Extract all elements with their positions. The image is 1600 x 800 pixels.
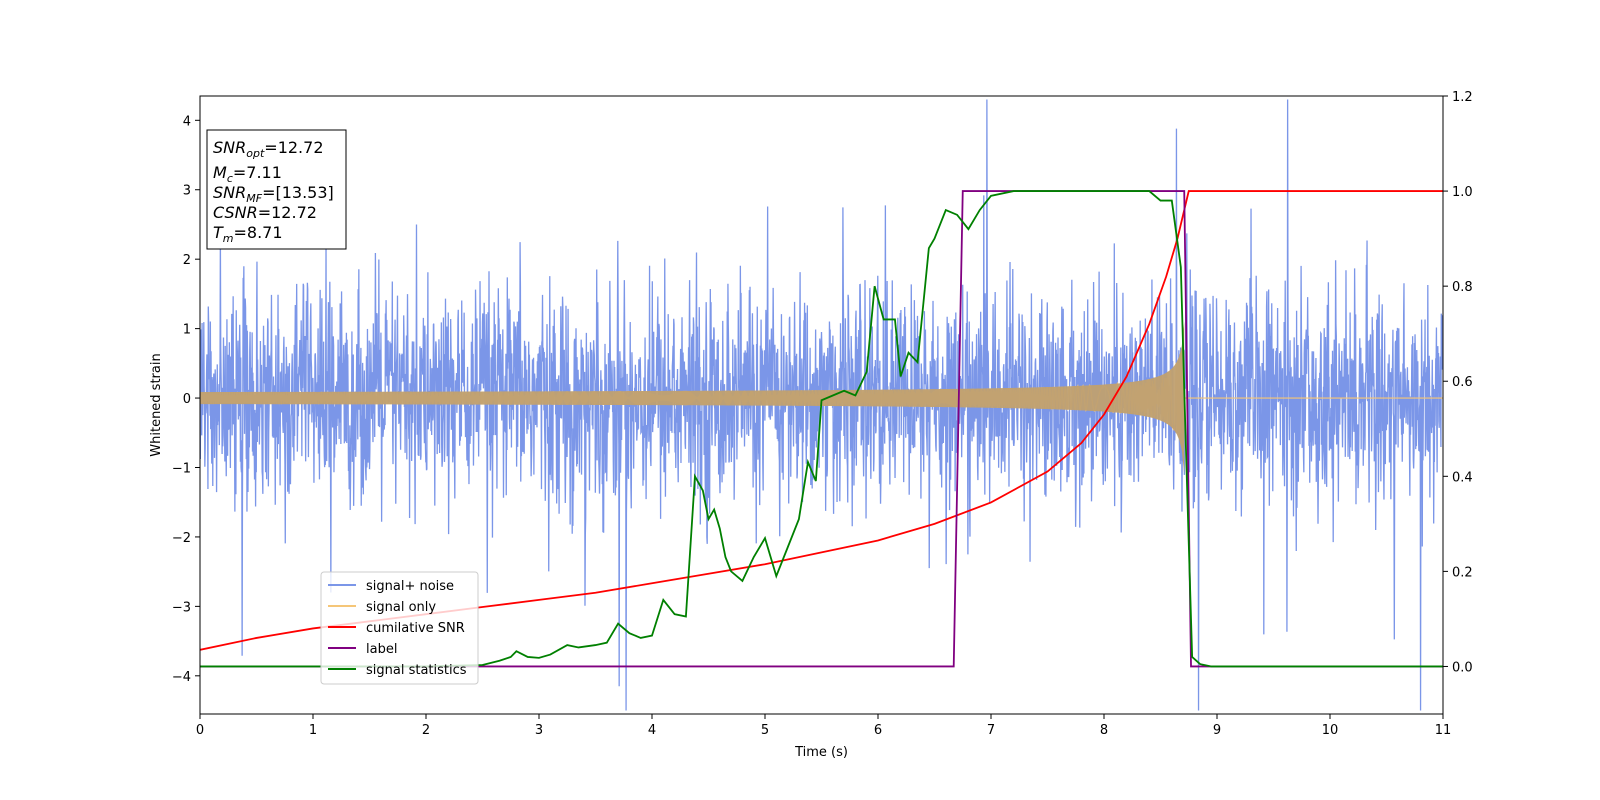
y-right-tick-label: 0.8 (1452, 280, 1473, 295)
y-left-tick-label: −1 (172, 461, 191, 476)
legend-entry: signal+ noise (366, 579, 454, 594)
y-left-tick-label: 0 (183, 392, 191, 407)
series-signal-statistics-line (200, 190, 1443, 668)
annotation-line: Tm=8.71 (213, 223, 283, 245)
legend-entry: label (366, 642, 397, 657)
annotation-line: CSNR=12.72 (213, 203, 317, 222)
annotation-line: SNRopt=12.72 (213, 138, 324, 160)
y-right-tick-label: 0.6 (1452, 375, 1473, 390)
y-axis-label: Whitened strain (149, 353, 164, 456)
x-tick-label: 6 (874, 723, 882, 738)
annotation-line: Mc=7.11 (213, 163, 282, 185)
y-right-tick-label: 0.0 (1452, 660, 1473, 675)
x-tick-label: 0 (196, 723, 204, 738)
y-left-tick-label: 2 (183, 253, 191, 268)
y-right-tick-label: 1.2 (1452, 90, 1473, 105)
y-left-tick-label: 4 (183, 114, 191, 129)
x-axis-label: Time (s) (794, 745, 848, 760)
y-left-tick-label: −2 (172, 531, 191, 546)
x-tick-label: 5 (761, 723, 769, 738)
series-signal-noise-line (200, 99, 1443, 711)
x-tick-label: 4 (648, 723, 656, 738)
legend-entry: signal statistics (366, 663, 467, 678)
y-right-tick-label: 0.4 (1452, 470, 1473, 485)
annotation-box: SNRopt=12.72 Mc=7.11SNRMF=[13.53]CSNR=12.… (206, 129, 347, 250)
x-tick-label: 11 (1435, 723, 1452, 738)
plot-frame (199, 95, 1444, 715)
y-right-tick-label: 1.0 (1452, 185, 1473, 200)
legend-frame (320, 571, 479, 685)
axis-ticks: 0 1 2 3 4 5 6 7 8 9 10 11 −4 −3 −2 −1 0 1 2 3 4 0.0 0.2 0.4 0.6 0… (172, 90, 1473, 738)
x-tick-label: 10 (1322, 723, 1339, 738)
y-left-tick-label: −3 (172, 600, 191, 615)
annotation-line: SNRMF=[13.53] (213, 183, 334, 205)
y-left-tick-label: 1 (183, 323, 191, 338)
x-tick-label: 9 (1213, 723, 1221, 738)
legend-entry: signal only (366, 600, 436, 615)
x-tick-label: 3 (535, 723, 543, 738)
x-tick-label: 8 (1100, 723, 1108, 738)
annotation-frame (206, 129, 347, 250)
series-signal-only-envelope (200, 321, 1185, 475)
legend-entry: cumilative SNR (366, 621, 465, 636)
x-tick-label: 1 (309, 723, 317, 738)
y-left-tick-label: 3 (183, 184, 191, 199)
legend: signal+ noise signal only cumilative SNR la… (320, 571, 479, 685)
y-left-tick-label: −4 (172, 670, 191, 685)
x-tick-label: 2 (422, 723, 430, 738)
x-tick-label: 7 (987, 723, 995, 738)
y-right-tick-label: 0.2 (1452, 565, 1473, 580)
